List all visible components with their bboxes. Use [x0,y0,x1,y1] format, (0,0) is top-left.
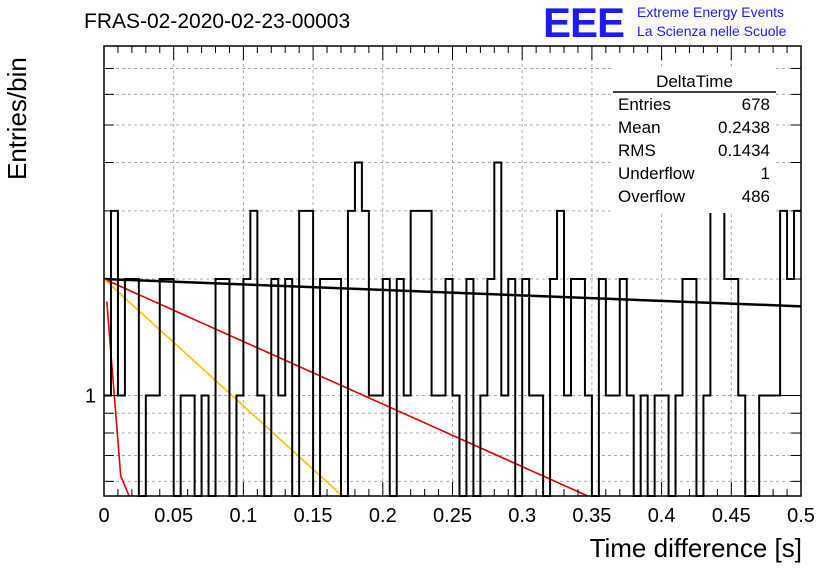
x-tick-label: 0.35 [572,505,611,527]
x-tick-label: 0.4 [648,505,676,527]
tick-labels: 0 0.05 0.1 0.15 0.2 0.25 0.3 0.35 0.4 0.45 0.5 1 [85,386,815,527]
x-tick-label: 0 [98,505,109,527]
logo-line-2: La Scienza nelle Scuole [637,23,787,39]
stats-box: DeltaTime Entries 678 Mean 0.2438 RMS 0.1434 Un… [613,68,776,213]
histogram-line [104,161,801,497]
x-tick-label: 0.2 [369,505,397,527]
stats-row-value: 0.2438 [718,118,770,137]
x-axis-label: Time difference [s] [589,533,802,563]
stats-box-title: DeltaTime [656,72,733,91]
stats-row-value: 0.1434 [718,141,770,160]
stats-row-label: Underflow [618,164,695,183]
x-tick-label: 0.45 [712,505,751,527]
fit-curve [103,278,343,497]
stats-row-value: 486 [742,187,770,206]
axes [103,45,802,497]
plot-title: FRAS-02-2020-02-23-00003 [84,10,351,33]
fit-curve [103,278,589,497]
x-tick-label: 0.5 [787,505,815,527]
stats-row-value: 678 [742,95,770,114]
x-tick-label: 0.15 [294,505,333,527]
histogram-series [104,161,801,497]
x-tick-label: 0.05 [154,505,193,527]
logo-line-1: Extreme Energy Events [637,4,785,20]
y-tick-label: 1 [85,386,96,408]
stats-row-label: Mean [618,118,661,137]
eee-logo: EEE [543,0,625,46]
x-tick-label: 0.1 [229,505,257,527]
x-tick-label: 0.3 [508,505,536,527]
stats-row-label: Entries [618,95,671,114]
stats-row-value: 1 [761,164,770,183]
x-tick-label: 0.25 [433,505,472,527]
stats-row-label: Overflow [618,187,686,206]
stats-row-label: RMS [618,141,656,160]
